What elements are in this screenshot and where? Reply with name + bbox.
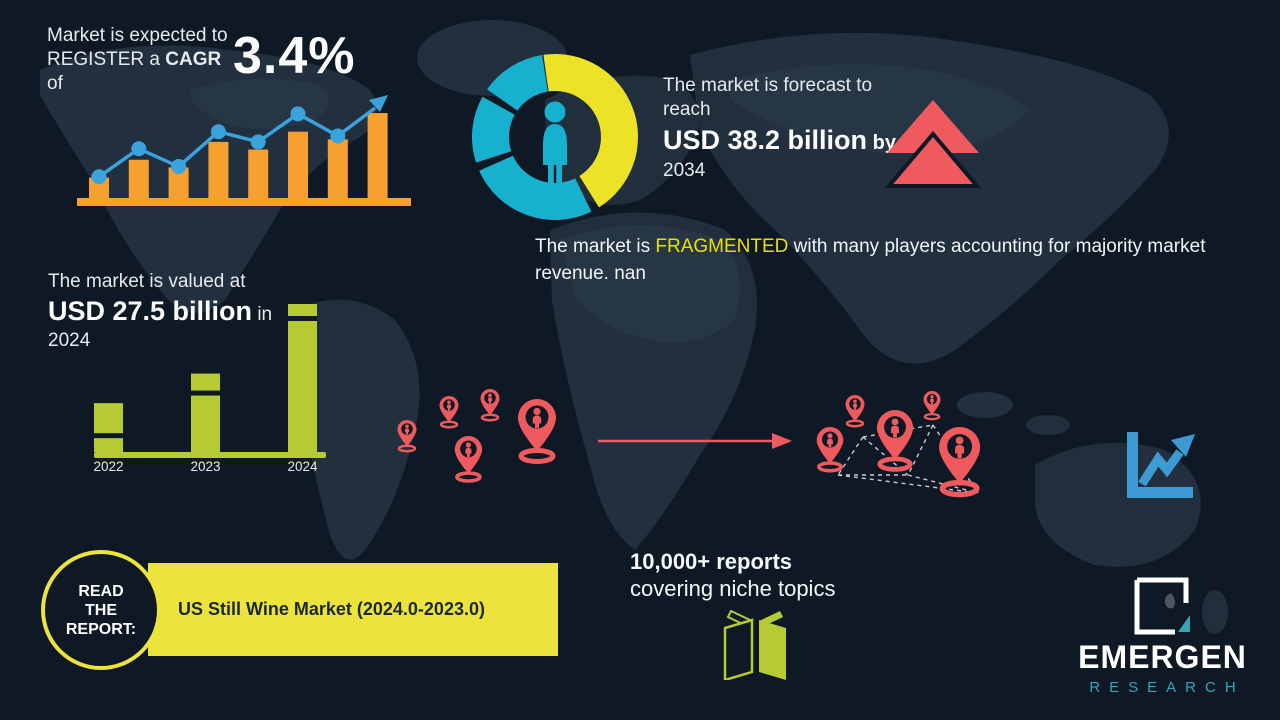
forecast-line2: reach [663, 99, 711, 120]
open-book-icon [723, 610, 786, 680]
forecast-text: The market is forecast to reach USD 38.2… [663, 74, 933, 183]
forecast-value-line: USD 38.2 billion by [663, 125, 896, 155]
cagr-line1: Market is expected to [47, 25, 228, 46]
read-the-report-button[interactable]: READ THE REPORT: [41, 550, 161, 670]
logo-mark-icon [1134, 577, 1190, 635]
growth-trend-chart [77, 95, 411, 206]
report-banner[interactable]: US Still Wine Market (2024.0-2023.0) [148, 563, 558, 656]
double-up-arrow-icon [885, 100, 981, 188]
valuation-line1: The market is valued at [48, 271, 246, 292]
person-icon [543, 101, 567, 184]
brand-subtitle: RESEARCH [1089, 679, 1245, 696]
svg-text:2024: 2024 [287, 459, 318, 474]
valuation-bar-chart: 2022 2023 2024 [93, 304, 326, 474]
valuation-value-line: USD 27.5 billion in [48, 296, 273, 326]
donut-chart [471, 54, 638, 220]
reports-stat-line2: covering niche topics [630, 576, 836, 601]
valuation-text: The market is valued at USD 27.5 billion… [48, 270, 328, 353]
reports-stat: 10,000+ reports covering niche topics [630, 548, 835, 602]
brand-logo: EMERGEN RESEARCH [1055, 575, 1270, 696]
cagr-line2: REGISTER a CAGR of [47, 49, 222, 94]
line-chart-icon [1127, 432, 1195, 498]
svg-text:2023: 2023 [190, 459, 220, 474]
map-pin-network-right [814, 389, 1023, 517]
valuation-year: 2024 [48, 330, 91, 351]
brand-name: EMERGEN [1078, 639, 1247, 675]
fragmentation-highlight: FRAGMENTED [655, 236, 789, 257]
report-banner-label: US Still Wine Market (2024.0-2023.0) [178, 599, 485, 619]
forecast-line1: The market is forecast to [663, 75, 873, 96]
cagr-value: 3.4% [233, 27, 356, 85]
right-arrow-icon [598, 433, 792, 449]
forecast-year: 2034 [663, 160, 706, 181]
cagr-text: Market is expected to REGISTER a CAGR of [47, 24, 237, 96]
svg-text:2022: 2022 [93, 459, 123, 474]
map-pin-cluster-left [396, 388, 600, 483]
fragmentation-text: The market is FRAGMENTED with many playe… [535, 236, 1206, 284]
reports-stat-line1: 10,000+ reports [630, 549, 793, 574]
